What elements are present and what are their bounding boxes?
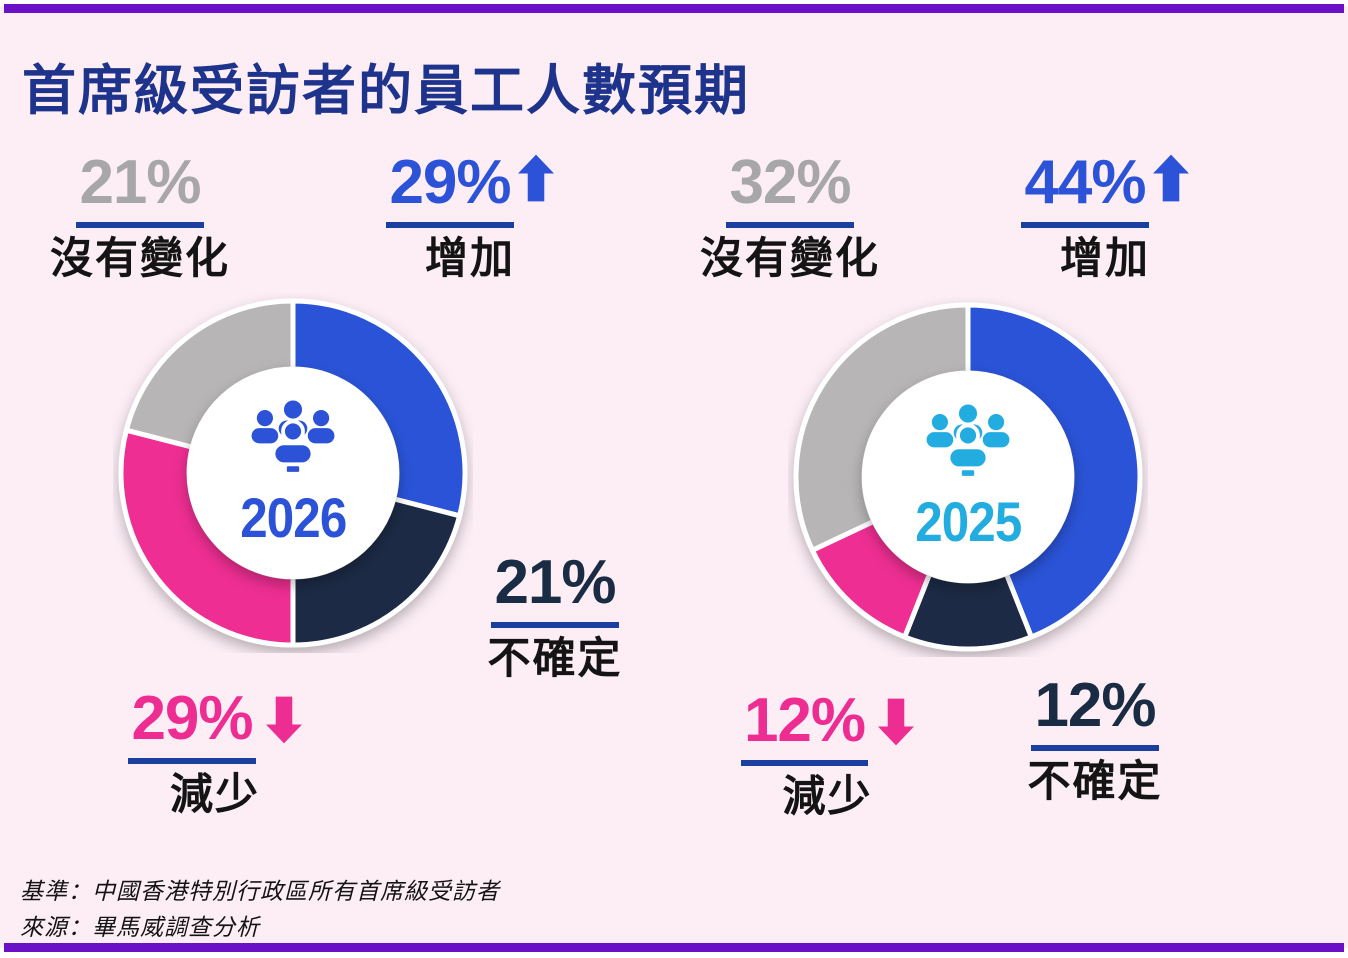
donut-center-circle xyxy=(862,371,1074,583)
pct-2026-uncertain: 21% xyxy=(491,552,619,628)
cat-2025-no-change: 沒有變化 xyxy=(700,235,880,283)
label-2026-increase: 29% 增加 xyxy=(360,152,580,283)
up-arrow-icon xyxy=(1152,154,1189,207)
pct-2025-decrease: 12% xyxy=(740,690,869,766)
donut-chart-2025 xyxy=(793,302,1143,652)
bottom-accent-bar xyxy=(4,943,1344,952)
source-note: 來源：畢馬威調查分析 xyxy=(20,914,260,940)
cat-2025-decrease: 減少 xyxy=(782,773,873,821)
cat-2026-no-change: 沒有變化 xyxy=(50,235,230,283)
cat-2025-uncertain: 不確定 xyxy=(1027,758,1163,806)
label-2026-decrease: 29% 減少 xyxy=(100,688,330,819)
top-accent-bar xyxy=(4,4,1344,13)
up-arrow-icon xyxy=(517,154,554,207)
pct-2025-uncertain: 12% xyxy=(1031,675,1159,751)
pct-2025-increase: 44% xyxy=(1021,152,1149,228)
cat-2026-uncertain: 不確定 xyxy=(487,635,623,683)
donut-center-circle xyxy=(187,367,399,579)
cat-2025-increase: 增加 xyxy=(1060,235,1150,283)
cat-2026-decrease: 減少 xyxy=(170,771,260,819)
pct-2025-no-change: 32% xyxy=(726,152,854,228)
label-2025-uncertain: 12% 不確定 xyxy=(990,675,1200,806)
down-arrow-icon xyxy=(878,698,915,751)
label-2026-no-change: 21% 沒有變化 xyxy=(25,152,255,283)
label-2025-increase: 44% 增加 xyxy=(995,152,1215,283)
pct-2026-increase: 29% xyxy=(386,152,514,228)
label-2025-no-change: 32% 沒有變化 xyxy=(675,152,905,283)
down-arrow-icon xyxy=(265,696,302,749)
cat-2026-increase: 增加 xyxy=(425,235,515,283)
donut-chart-2026 xyxy=(118,298,468,648)
base-note: 基準：中國香港特別行政區所有首席級受訪者 xyxy=(20,878,500,904)
page-title: 首席級受訪者的員工人數預期 xyxy=(22,61,750,122)
pct-2026-no-change: 21% xyxy=(76,152,204,228)
label-2026-uncertain: 21% 不確定 xyxy=(450,552,660,683)
pct-2026-decrease: 29% xyxy=(128,688,256,764)
label-2025-decrease: 12% 減少 xyxy=(715,690,940,821)
